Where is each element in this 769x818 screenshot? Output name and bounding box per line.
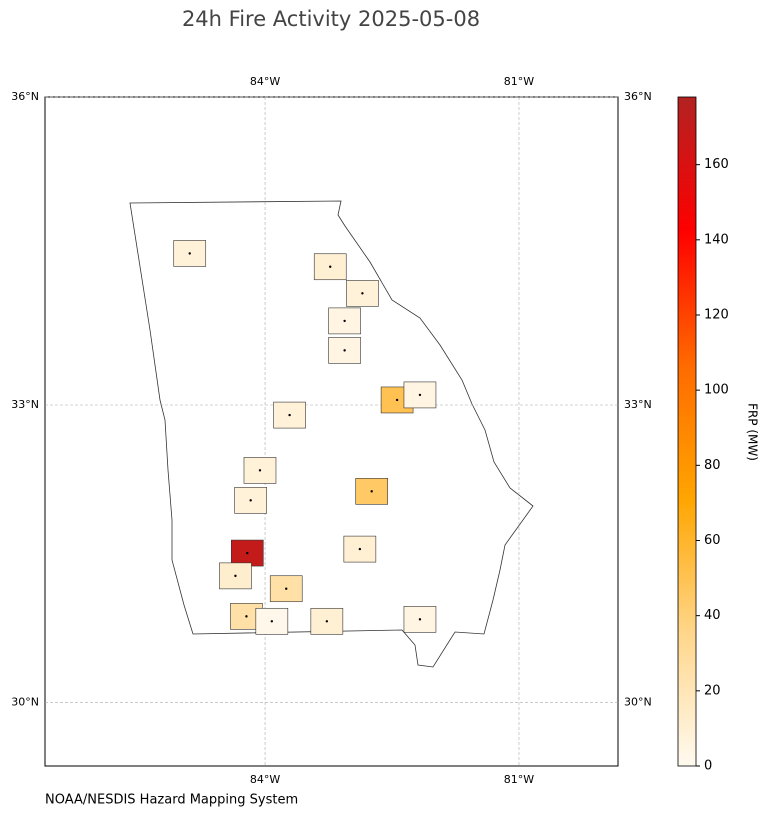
fire-point <box>288 413 291 417</box>
fire-point <box>370 490 373 493</box>
fire-point <box>343 319 346 323</box>
y-tick-label: 30°N <box>624 696 652 709</box>
colorbar-tick-label: 60 <box>704 533 721 548</box>
colorbar-label: FRP (MW) <box>746 403 760 461</box>
colorbar-tick-label: 120 <box>704 307 729 322</box>
colorbar-tick-label: 80 <box>704 458 721 473</box>
fire-point <box>343 349 346 352</box>
fire-point <box>234 574 237 578</box>
fire-county <box>269 575 303 603</box>
y-tick-label: 30°N <box>11 696 39 709</box>
fire-point <box>358 547 362 551</box>
fire-point <box>246 551 249 555</box>
y-tick-label: 33°N <box>11 398 39 411</box>
x-tick-label: 81°W <box>504 75 534 88</box>
x-tick-label: 84°W <box>250 75 280 88</box>
chart-title: 24h Fire Activity 2025-05-08 <box>182 7 480 31</box>
fire-point <box>329 265 332 268</box>
colorbar-tick-label: 0 <box>704 759 712 774</box>
colorbar-tick-label: 100 <box>704 383 729 398</box>
x-tick-label: 81°W <box>504 773 534 786</box>
fire-point <box>418 618 422 621</box>
fire-point <box>249 499 252 502</box>
colorbar-tick-label: 20 <box>704 683 721 698</box>
fire-point <box>258 469 262 472</box>
fire-county <box>313 253 347 281</box>
fire-county <box>234 487 267 514</box>
fire-point <box>395 398 399 402</box>
colorbar-tick-label: 160 <box>704 157 729 172</box>
fire-point <box>361 292 364 295</box>
fire-point <box>270 620 274 623</box>
fire-point <box>418 393 422 397</box>
fire-point <box>188 252 191 255</box>
x-tick-label: 84°W <box>250 773 280 786</box>
y-tick-label: 36°N <box>624 90 652 103</box>
y-tick-label: 33°N <box>624 398 652 411</box>
colorbar-tick-label: 40 <box>704 608 721 623</box>
y-tick-label: 36°N <box>11 90 39 103</box>
fire-point <box>245 615 248 618</box>
colorbar-tick-label: 140 <box>704 232 729 247</box>
fire-point <box>325 620 329 623</box>
colorbar <box>677 96 697 767</box>
state-outline <box>129 200 534 668</box>
credit: NOAA/NESDIS Hazard Mapping System <box>45 793 298 808</box>
fire-point <box>285 587 288 590</box>
